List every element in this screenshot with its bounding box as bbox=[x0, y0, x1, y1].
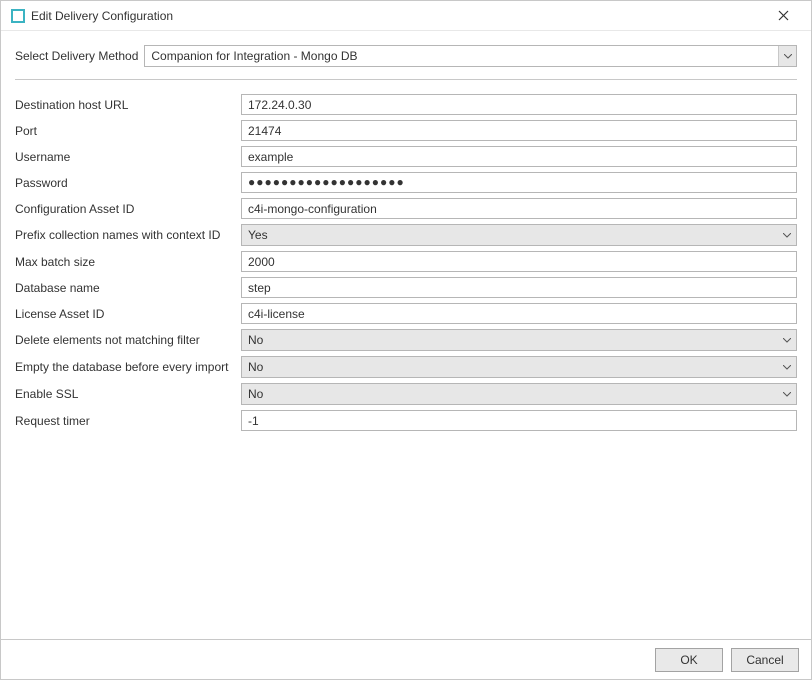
delivery-method-row: Select Delivery Method Companion for Int… bbox=[15, 45, 797, 67]
port-label: Port bbox=[15, 124, 239, 138]
empty-db-select[interactable]: No bbox=[241, 356, 797, 378]
app-icon bbox=[11, 9, 25, 23]
chevron-down-icon bbox=[778, 330, 796, 350]
delivery-method-label: Select Delivery Method bbox=[15, 49, 138, 63]
request-timer-label: Request timer bbox=[15, 414, 239, 428]
max-batch-input[interactable] bbox=[241, 251, 797, 272]
delete-nomatch-value: No bbox=[248, 330, 263, 350]
dialog-content: Select Delivery Method Companion for Int… bbox=[1, 31, 811, 639]
title-bar: Edit Delivery Configuration bbox=[1, 1, 811, 31]
dest-url-label: Destination host URL bbox=[15, 98, 239, 112]
dest-url-input[interactable] bbox=[241, 94, 797, 115]
enable-ssl-select[interactable]: No bbox=[241, 383, 797, 405]
password-label: Password bbox=[15, 176, 239, 190]
prefix-collection-value: Yes bbox=[248, 225, 268, 245]
password-input[interactable]: ●●●●●●●●●●●●●●●●●●● bbox=[241, 172, 797, 193]
request-timer-input[interactable] bbox=[241, 410, 797, 431]
empty-db-value: No bbox=[248, 357, 263, 377]
license-asset-id-input[interactable] bbox=[241, 303, 797, 324]
dialog-window: Edit Delivery Configuration Select Deliv… bbox=[0, 0, 812, 680]
prefix-collection-select[interactable]: Yes bbox=[241, 224, 797, 246]
enable-ssl-value: No bbox=[248, 384, 263, 404]
username-label: Username bbox=[15, 150, 239, 164]
chevron-down-icon bbox=[778, 384, 796, 404]
close-button[interactable] bbox=[763, 2, 803, 30]
username-input[interactable] bbox=[241, 146, 797, 167]
db-name-label: Database name bbox=[15, 281, 239, 295]
delivery-method-value: Companion for Integration - Mongo DB bbox=[151, 46, 357, 66]
config-asset-id-input[interactable] bbox=[241, 198, 797, 219]
port-input[interactable] bbox=[241, 120, 797, 141]
chevron-down-icon bbox=[778, 357, 796, 377]
delivery-method-select[interactable]: Companion for Integration - Mongo DB bbox=[144, 45, 797, 67]
cancel-button[interactable]: Cancel bbox=[731, 648, 799, 672]
delete-nomatch-select[interactable]: No bbox=[241, 329, 797, 351]
config-asset-id-label: Configuration Asset ID bbox=[15, 202, 239, 216]
chevron-down-icon bbox=[778, 225, 796, 245]
chevron-down-icon bbox=[778, 46, 796, 66]
close-icon bbox=[778, 8, 789, 24]
window-title: Edit Delivery Configuration bbox=[31, 9, 763, 23]
empty-db-label: Empty the database before every import bbox=[15, 360, 239, 374]
db-name-input[interactable] bbox=[241, 277, 797, 298]
max-batch-label: Max batch size bbox=[15, 255, 239, 269]
password-value: ●●●●●●●●●●●●●●●●●●● bbox=[248, 175, 405, 189]
prefix-collection-label: Prefix collection names with context ID bbox=[15, 228, 239, 242]
delivery-method-select-wrap: Companion for Integration - Mongo DB bbox=[144, 45, 797, 67]
divider bbox=[15, 79, 797, 80]
ok-button[interactable]: OK bbox=[655, 648, 723, 672]
dialog-footer: OK Cancel bbox=[1, 639, 811, 679]
enable-ssl-label: Enable SSL bbox=[15, 387, 239, 401]
license-asset-id-label: License Asset ID bbox=[15, 307, 239, 321]
delete-nomatch-label: Delete elements not matching filter bbox=[15, 333, 239, 347]
form-grid: Destination host URL Port Username Passw… bbox=[15, 94, 797, 431]
